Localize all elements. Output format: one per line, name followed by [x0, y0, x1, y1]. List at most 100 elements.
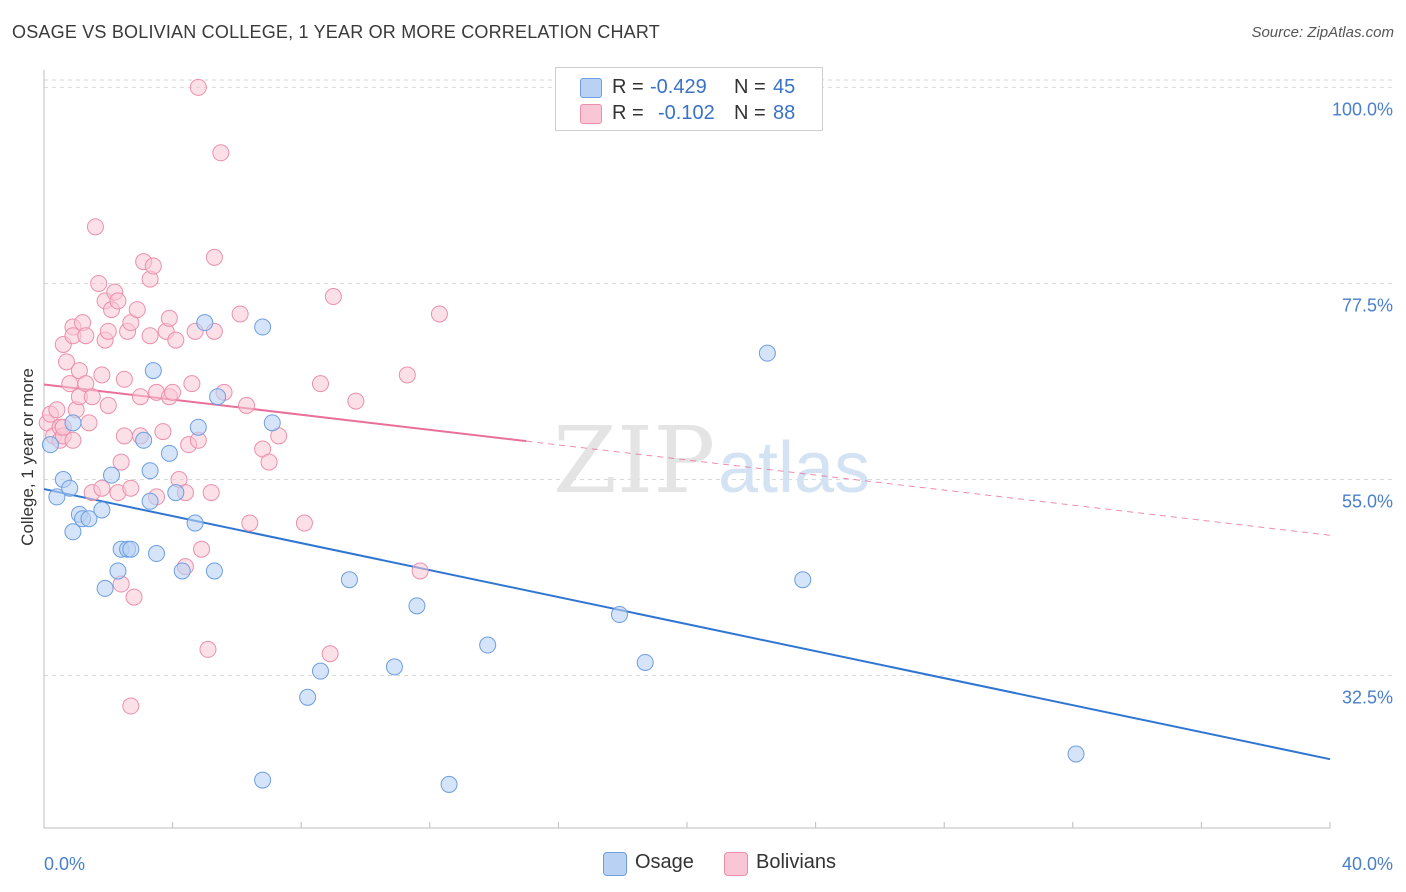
bolivians-r-label: R =	[612, 102, 644, 124]
osage-point	[141, 462, 159, 480]
bolivians-trend-line	[43, 383, 527, 443]
osage-point	[96, 579, 114, 597]
bolivians-legend-swatch	[724, 852, 748, 876]
correlation-legend: R = -0.429 N = 45 R = -0.102 N = 88	[555, 67, 823, 131]
bolivians-point	[324, 288, 342, 306]
bolivians-point	[212, 144, 230, 162]
watermark: ZIP atlas	[553, 407, 870, 514]
osage-point	[794, 571, 812, 589]
watermark-atlas: atlas	[718, 428, 870, 508]
bolivians-point	[99, 396, 117, 414]
y-axis-label: College, 1 year or more	[18, 368, 37, 546]
bolivians-point	[260, 453, 278, 471]
bolivians-point	[141, 327, 159, 345]
bolivians-point	[311, 375, 329, 393]
osage-legend-label: Osage	[635, 851, 694, 873]
osage-point	[385, 658, 403, 676]
bolivians-trend-extension	[526, 440, 1331, 536]
osage-point	[93, 501, 111, 519]
bolivians-point	[58, 353, 76, 371]
osage-point	[440, 775, 458, 793]
osage-r-value: -0.429	[650, 76, 707, 98]
osage-point	[479, 636, 497, 654]
osage-point	[263, 414, 281, 432]
bolivians-point	[93, 479, 111, 497]
bolivians-point	[202, 484, 220, 502]
watermark-zip: ZIP	[553, 407, 715, 514]
osage-point	[1067, 745, 1085, 763]
osage-point	[167, 484, 185, 502]
bolivians-r-value: -0.102	[658, 102, 715, 124]
bolivians-n-value: 88	[773, 102, 796, 124]
osage-point	[109, 562, 127, 580]
osage-r-label: R =	[612, 76, 644, 98]
osage-point	[610, 606, 628, 624]
osage-legend-swatch	[603, 852, 627, 876]
bolivians-point	[90, 274, 108, 292]
bolivians-point	[160, 309, 178, 327]
bolivians-point	[295, 514, 313, 532]
trend-lines	[43, 383, 1331, 761]
y-tick-label: 100.0%	[1332, 99, 1393, 119]
bolivians-point	[398, 366, 416, 384]
bolivians-point	[238, 396, 256, 414]
bolivians-point	[128, 301, 146, 319]
bolivians-point	[115, 370, 133, 388]
bolivians-point	[48, 401, 66, 419]
bolivians-point	[164, 383, 182, 401]
bolivians-point	[241, 514, 259, 532]
osage-point	[196, 314, 214, 332]
bolivians-point	[193, 540, 211, 558]
osage-point	[340, 571, 358, 589]
chart-title: OSAGE VS BOLIVIAN COLLEGE, 1 YEAR OR MOR…	[12, 22, 660, 42]
bolivians-point	[125, 588, 143, 606]
bolivians-point	[411, 562, 429, 580]
bolivians-point	[122, 479, 140, 497]
osage-point	[189, 418, 207, 436]
osage-point	[122, 540, 140, 558]
bolivians-point	[112, 453, 130, 471]
osage-point	[205, 562, 223, 580]
source-label: Source: ZipAtlas.com	[1251, 24, 1394, 41]
bolivians-swatch	[580, 104, 602, 124]
osage-point	[61, 479, 79, 497]
bolivians-point	[430, 305, 448, 323]
bolivians-point	[109, 292, 127, 310]
bolivians-point	[321, 645, 339, 663]
bolivians-legend-label: Bolivians	[756, 851, 837, 873]
osage-n-label: N =	[734, 76, 766, 98]
x-tick-label: 40.0%	[1342, 854, 1393, 874]
bolivians-point	[183, 375, 201, 393]
osage-point	[148, 545, 166, 563]
bolivians-point	[199, 640, 217, 658]
bolivians-point	[99, 322, 117, 340]
osage-point	[408, 597, 426, 615]
gridlines	[44, 79, 1392, 677]
data-points	[38, 78, 1085, 793]
bolivians-n-label: N =	[734, 102, 766, 124]
bolivians-point	[131, 388, 149, 406]
bolivians-point	[144, 257, 162, 275]
bolivians-point	[80, 414, 98, 432]
bolivians-point	[167, 331, 185, 349]
osage-point	[64, 523, 82, 541]
osage-point	[41, 436, 59, 454]
bolivians-point	[115, 427, 133, 445]
osage-point	[636, 653, 654, 671]
osage-point	[141, 492, 159, 510]
bolivians-point	[154, 423, 172, 441]
osage-point	[80, 510, 98, 528]
osage-point	[299, 688, 317, 706]
bolivians-point	[77, 327, 95, 345]
bolivians-point	[122, 697, 140, 715]
osage-point	[311, 662, 329, 680]
osage-swatch	[580, 78, 602, 98]
bolivians-point	[205, 248, 223, 266]
bolivians-point	[83, 388, 101, 406]
osage-point	[160, 444, 178, 462]
osage-n-value: 45	[773, 76, 796, 98]
x-tick-labels: 0.0% 40.0%	[44, 854, 1393, 874]
bolivians-point	[347, 392, 365, 410]
x-tick-label: 0.0%	[44, 854, 85, 874]
